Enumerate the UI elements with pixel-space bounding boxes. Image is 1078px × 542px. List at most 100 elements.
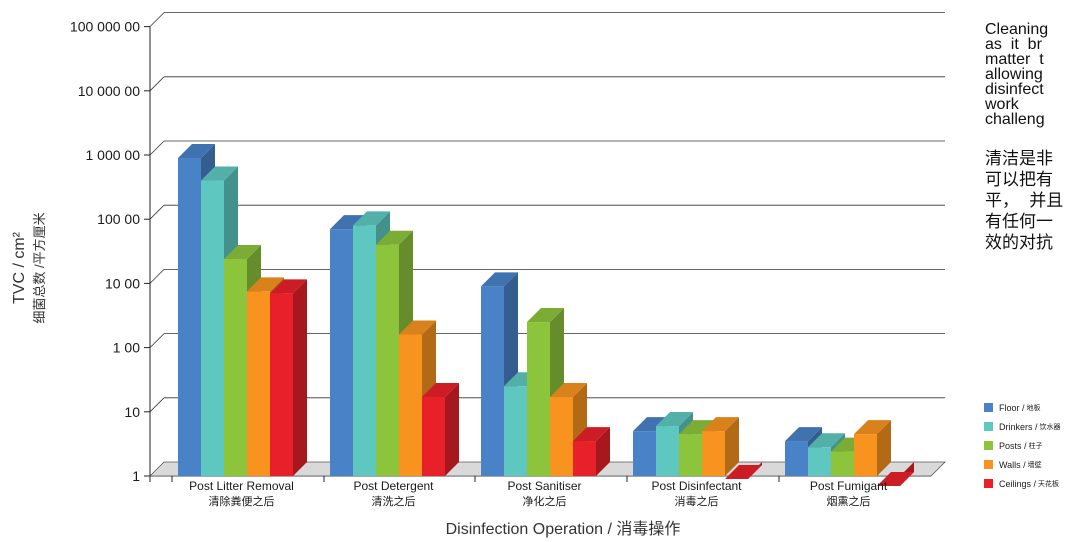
bar-front: [633, 431, 656, 476]
grid-diagonal: [149, 76, 165, 92]
bar-top: [854, 420, 891, 435]
legend-label: Drinkers /: [999, 421, 1038, 432]
legend-label: Ceilings /: [999, 478, 1037, 489]
bar: [422, 383, 459, 476]
side-text-line-zh: 有任何一: [985, 212, 1053, 232]
legend-label: Walls /: [999, 459, 1026, 470]
bar-front: [854, 434, 877, 476]
bar-top: [633, 417, 670, 432]
side-text-line: allowing: [985, 66, 1043, 83]
bar-front: [808, 447, 831, 476]
grid-diagonal: [149, 333, 165, 348]
legend-item: Floor / 地板: [984, 402, 1061, 413]
bar: [702, 417, 739, 476]
bar: [877, 462, 914, 486]
legend-item: Drinkers / 饮水器: [984, 421, 1061, 432]
category-label-zh: 消毒之后: [675, 494, 719, 508]
bar-top: [422, 383, 459, 398]
legend-label: Posts /: [999, 440, 1027, 451]
bar-top: [702, 417, 739, 432]
bar-side: [596, 427, 610, 476]
y-tick-label: 100 00: [97, 211, 140, 227]
category-label-zh: 烟熏之后: [827, 494, 871, 508]
side-text-line: work: [985, 96, 1019, 113]
grid-diagonal: [149, 269, 165, 284]
side-text-line-zh: 可以把有: [985, 170, 1053, 190]
bar-side: [445, 383, 459, 476]
y-axis-title-zh: 细菌总数 /平方厘米: [32, 212, 47, 323]
legend-label-zh: 墙壁: [1027, 461, 1042, 469]
bar-front: [679, 434, 702, 476]
bar-side: [293, 279, 307, 476]
bar-side: [725, 417, 739, 476]
bar-front: [353, 225, 376, 476]
bar-top: [178, 143, 215, 158]
legend-item: Walls / 墙壁: [984, 459, 1061, 470]
grid-diagonal: [149, 204, 165, 220]
bar-front: [573, 441, 596, 476]
side-text-en: Cleaning as it br matter t allowing disinfec…: [985, 21, 1078, 128]
side-text-line: Cleaning: [985, 21, 1049, 38]
bar-front: [527, 322, 550, 476]
bar-front: [656, 426, 679, 476]
bar-side: [877, 420, 891, 476]
bar-front: [481, 286, 504, 476]
bar-top: [376, 230, 413, 245]
legend-swatch: [984, 479, 993, 488]
y-tick-label: 1: [132, 468, 140, 484]
y-tick-label: 1 00: [113, 340, 140, 356]
y-tick-label: 10 000 00: [78, 83, 140, 99]
category-label-zh: 清除粪便之后: [209, 494, 275, 508]
category-label: Post Sanitiser: [507, 479, 581, 493]
bar-front: [831, 451, 854, 476]
bar-front: [247, 291, 270, 476]
bar-top: [399, 320, 436, 335]
category-label: Post Litter Removal: [189, 479, 294, 493]
bar-top: [656, 412, 693, 427]
bar-top: [550, 383, 587, 398]
side-text-line: as it br: [985, 36, 1042, 53]
legend-swatch: [984, 441, 993, 450]
bar-front: [422, 397, 445, 476]
bar-front: [702, 431, 725, 476]
legend-swatch: [984, 403, 993, 412]
grid-diagonal: [149, 12, 165, 27]
legend-item: Posts / 柱子: [984, 440, 1061, 451]
category-label-zh: 净化之后: [523, 494, 567, 508]
bar-front: [504, 386, 527, 476]
bar-front: [376, 244, 399, 476]
legend-label-zh: 地板: [1026, 404, 1041, 412]
side-text-line-zh: 平， 并且: [985, 191, 1064, 211]
side-text-line: disinfect: [985, 81, 1044, 98]
bar-front: [224, 258, 247, 476]
grid-diagonal: [149, 140, 165, 156]
bar: [270, 279, 307, 476]
legend-swatch: [984, 460, 993, 469]
bar: [854, 420, 891, 476]
bar-top: [330, 215, 367, 230]
bar-front: [550, 397, 573, 476]
bar-front: [330, 229, 353, 476]
bar-top: [808, 433, 845, 448]
bar: [725, 462, 762, 479]
category-label: Post Disinfectant: [651, 479, 742, 493]
chart-svg: 1 10 1 00 10 00 100 00 1 000 00 10 000 00 100 0…: [11, 12, 946, 538]
grid-diagonal: [149, 397, 165, 413]
axis-titles: Disinfection Operation / 消毒操作 TVC / cm² 细菌…: [11, 212, 680, 538]
y-tick-label: 10 00: [105, 275, 140, 291]
bar-top: [247, 277, 284, 292]
legend-label: Floor /: [999, 402, 1025, 413]
bar-top: [481, 272, 518, 287]
legend-swatch: [984, 422, 993, 431]
y-tick-label: 1 000 00: [86, 147, 141, 163]
legend-label-zh: 天花板: [1038, 480, 1060, 488]
y-tick-label: 100 000 00: [70, 19, 140, 35]
legend-item: Ceilings / 天花板: [984, 478, 1061, 489]
legend-label-zh: 饮水器: [1039, 423, 1061, 431]
side-text-line: matter t: [985, 51, 1044, 68]
bar-front: [399, 334, 422, 476]
bar-front: [178, 157, 201, 477]
y-axis-title: TVC / cm²: [11, 231, 28, 304]
category-label: Post Fumigant: [810, 479, 888, 493]
bar-top: [353, 211, 390, 226]
